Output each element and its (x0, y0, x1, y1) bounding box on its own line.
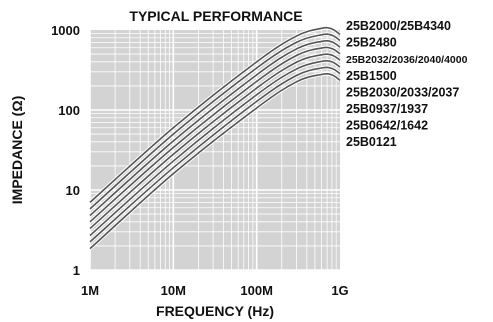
series-line-7 (89, 73, 341, 250)
legend-entry: 25B0937/1937 (346, 102, 428, 116)
x-tick-label: 10M (161, 283, 186, 298)
y-tick-label: 100 (58, 103, 80, 118)
series-line-3 (89, 46, 341, 223)
x-tick-label: 1G (331, 283, 348, 298)
legend-entry: 25B2480 (346, 36, 397, 50)
series-line-1 (89, 33, 341, 210)
x-axis-label: FREQUENCY (Hz) (156, 303, 274, 319)
y-tick-label: 1000 (51, 23, 80, 38)
series-line-6 (89, 66, 341, 243)
x-tick-labels: 1M 10M 100M 1G (81, 283, 349, 298)
y-tick-label: 10 (66, 183, 80, 198)
legend-entry: 25B0121 (346, 135, 397, 149)
series-line-5 (89, 59, 341, 237)
grid (89, 30, 340, 271)
series-line-4 (89, 53, 341, 230)
legend-entry: 25B2030/2033/2037 (346, 85, 459, 99)
x-tick-label: 1M (81, 283, 99, 298)
y-tick-labels: 1 10 100 1000 (51, 23, 80, 278)
y-axis-label: IMPEDANCE (Ω) (9, 96, 25, 204)
legend: 25B2000/25B4340 25B2480 25B2032/2036/2040/… (346, 19, 468, 149)
legend-entry: 25B1500 (346, 69, 397, 83)
x-tick-label: 100M (240, 283, 273, 298)
legend-entry: 25B0642/1642 (346, 119, 428, 133)
y-tick-label: 1 (73, 263, 80, 278)
series-line-0 (89, 26, 341, 203)
legend-entry: 25B2000/25B4340 (346, 19, 451, 33)
series-line-2 (89, 39, 341, 217)
legend-entry: 25B2032/2036/2040/4000 (346, 54, 468, 66)
series-layer (88, 25, 342, 250)
chart-title: TYPICAL PERFORMANCE (129, 8, 302, 24)
